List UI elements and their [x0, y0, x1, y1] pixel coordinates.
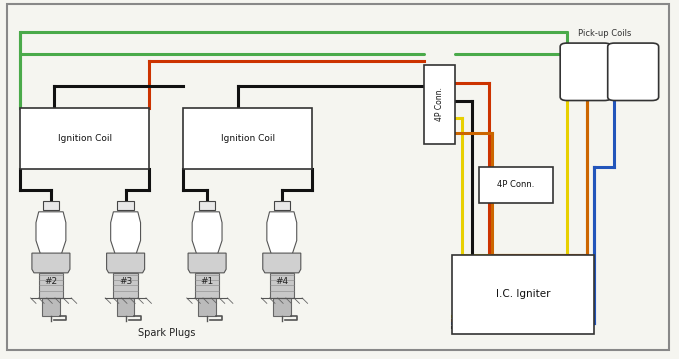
Bar [183, 108, 312, 169]
Text: #1: #1 [200, 277, 214, 286]
Bar [113, 273, 138, 298]
Text: Ignition Coil: Ignition Coil [221, 134, 275, 143]
Bar [42, 298, 60, 316]
Bar [274, 201, 290, 210]
Bar [195, 273, 219, 298]
Text: #2: #2 [44, 277, 58, 286]
Text: 4P Conn.: 4P Conn. [435, 87, 444, 121]
Polygon shape [188, 253, 226, 273]
Bar [43, 201, 59, 210]
Polygon shape [32, 253, 70, 273]
Bar [117, 201, 134, 210]
Bar [39, 273, 63, 298]
Bar [424, 65, 455, 144]
Text: Pick-up Coils: Pick-up Coils [578, 29, 631, 38]
FancyBboxPatch shape [560, 43, 611, 101]
Bar [270, 273, 294, 298]
Text: I.C. Igniter: I.C. Igniter [496, 289, 550, 299]
Text: #3: #3 [119, 277, 132, 286]
Polygon shape [36, 212, 66, 264]
FancyBboxPatch shape [608, 43, 659, 101]
Text: 4P Conn.: 4P Conn. [497, 180, 535, 190]
Bar [20, 108, 149, 169]
Bar [273, 298, 291, 316]
Bar [452, 255, 594, 334]
Polygon shape [111, 212, 141, 264]
Bar [198, 298, 216, 316]
Bar [479, 167, 553, 203]
Text: Spark Plugs: Spark Plugs [138, 328, 195, 339]
Bar [199, 201, 215, 210]
Polygon shape [267, 212, 297, 264]
Polygon shape [192, 212, 222, 264]
Polygon shape [107, 253, 145, 273]
Text: Ignition Coil: Ignition Coil [58, 134, 112, 143]
Text: #4: #4 [275, 277, 289, 286]
Polygon shape [263, 253, 301, 273]
Bar [117, 298, 134, 316]
